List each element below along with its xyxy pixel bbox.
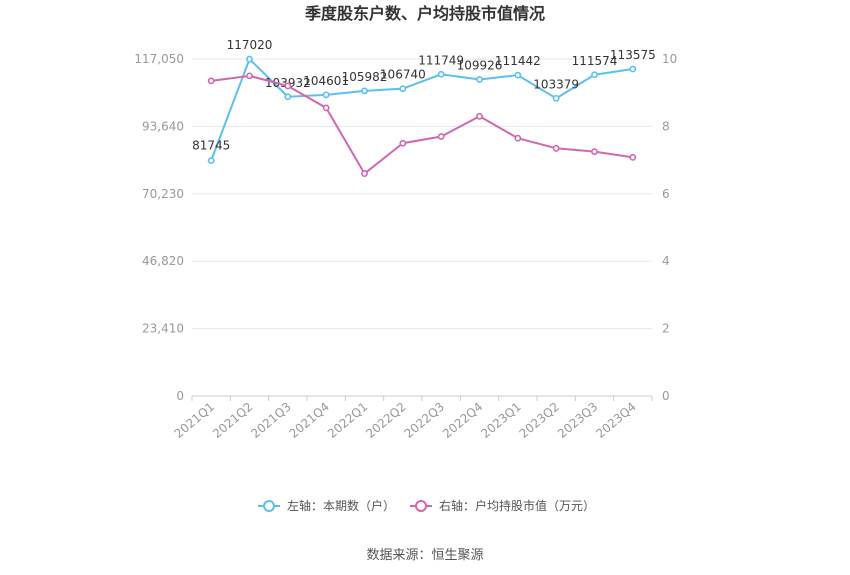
data-label: 113575 [610, 48, 656, 62]
data-label: 111749 [418, 53, 464, 67]
data-source-text: 数据来源：恒生聚源 [366, 548, 483, 563]
series-layer: 8174511702010393210460110598210674011174… [192, 38, 656, 177]
data-label: 103379 [533, 77, 579, 91]
right-axis-tick-label: 0 [662, 389, 670, 403]
data-label: 105982 [342, 70, 388, 84]
series-2-point [514, 134, 522, 142]
data-label: 111574 [572, 54, 618, 68]
right-axis-tick-label: 4 [662, 254, 670, 268]
x-axis-tick-label: 2022Q2 [363, 400, 408, 441]
legend[interactable]: 左轴：本期数（户） 右轴：户均持股市值（万元） [258, 498, 595, 513]
series-1-point [246, 55, 253, 63]
legend-circle-marker [415, 500, 427, 512]
data-label: 106740 [380, 68, 426, 82]
right-axis-tick-label: 2 [662, 322, 670, 336]
left-axis-tick-label: 70,230 [142, 187, 184, 201]
grid-layer [192, 58, 652, 397]
left-axis-tick-label: 93,640 [142, 119, 184, 133]
legend-circle-marker [263, 500, 275, 512]
data-label: 117020 [227, 38, 273, 52]
x-axis-tick-label: 2021Q2 [210, 400, 255, 441]
x-axis-tick-label: 2022Q3 [402, 400, 447, 441]
right-axis-tick-label: 10 [662, 52, 677, 66]
data-label: 109926 [457, 59, 503, 73]
series-2-point [399, 139, 407, 147]
axis-layer: 0 23,410 46,820 70,230 93,640 117,050 0 2 4 6 8 10 2… [134, 52, 677, 441]
legend-item-label: 右轴：户均持股市值（万元） [439, 498, 595, 513]
left-axis-tick-label: 0 [176, 389, 184, 403]
x-axis-tick-label: 2021Q3 [248, 400, 293, 441]
series-1-point [437, 70, 445, 78]
right-axis-tick-label: 8 [662, 119, 670, 133]
x-axis-tick-label: 2021Q1 [172, 400, 217, 441]
series-1-point [361, 87, 368, 95]
series-2-point [246, 72, 253, 80]
series-2-point [361, 170, 368, 177]
chart-title: 季度股东户数、户均持股市值情况 [304, 4, 545, 23]
series-1-point [476, 76, 483, 83]
left-axis-tick-label: 46,820 [142, 254, 184, 268]
data-label: 81745 [192, 139, 230, 153]
series-1-point [207, 157, 215, 165]
series-2-point [591, 148, 598, 156]
x-axis-tick-label: 2023Q2 [517, 400, 562, 441]
series-2-point [284, 82, 292, 90]
x-axis-tick-label: 2022Q4 [440, 400, 485, 441]
series-line-1 [210, 57, 633, 162]
series-1-point [322, 91, 330, 99]
x-axis-tick-label: 2023Q4 [593, 400, 638, 441]
series-line-2 [211, 74, 633, 176]
series-2-point [207, 77, 215, 85]
x-axis-tick-label: 2023Q3 [555, 400, 600, 441]
series-2-point [476, 112, 483, 120]
series-2-point [552, 144, 560, 152]
series-2-point [437, 133, 445, 140]
data-label: 104601 [303, 74, 349, 88]
right-axis-tick-label: 6 [662, 187, 670, 201]
legend-item-label: 左轴：本期数（户） [287, 498, 395, 513]
series-1-point [399, 85, 407, 93]
left-axis-tick-label: 117,050 [134, 52, 184, 66]
series-1-point [514, 71, 522, 79]
series-1-point [629, 65, 637, 73]
series-2-point [629, 154, 637, 161]
series-2-point [322, 104, 330, 112]
x-axis-tick-label: 2021Q4 [287, 400, 332, 441]
x-axis-tick-label: 2023Q1 [478, 400, 523, 441]
x-axis-tick-label: 2022Q1 [325, 400, 370, 441]
left-axis-tick-label: 23,410 [142, 322, 184, 336]
series-1-point [591, 71, 598, 79]
data-label: 111442 [495, 54, 541, 68]
series-1-point [552, 94, 560, 102]
series-1-point [284, 93, 292, 101]
